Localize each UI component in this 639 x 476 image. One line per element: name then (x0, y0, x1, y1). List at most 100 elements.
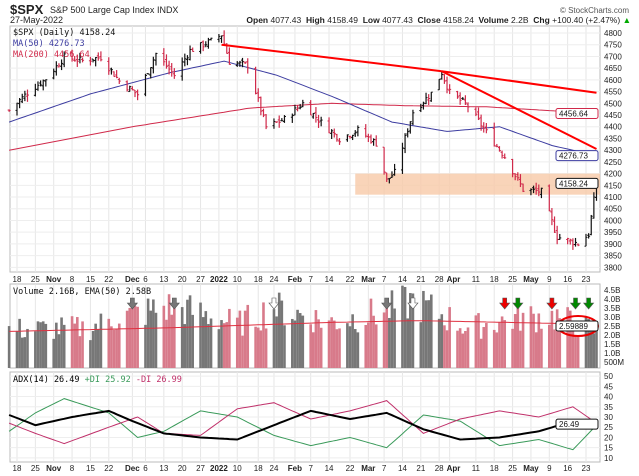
volume-bar (238, 310, 242, 368)
x-tick-label: Nov (46, 464, 62, 473)
volume-bar (448, 307, 451, 368)
volume-bar (403, 286, 407, 368)
volume-tick-label: 2.0B (604, 331, 620, 340)
volume-bar (146, 298, 150, 368)
volume-bar (149, 310, 153, 368)
volume-bar (353, 329, 357, 368)
y-tick-label: 4000 (604, 216, 622, 225)
volume-bar (351, 314, 354, 368)
ma50-line (8, 60, 597, 157)
volume-bar (314, 310, 318, 368)
volume-bar (369, 298, 373, 368)
volume-bar (419, 322, 423, 368)
volume-bar (57, 334, 61, 368)
volume-bar (529, 306, 533, 368)
volume-bar (356, 332, 360, 368)
volume-bar (540, 328, 543, 368)
volume-bar (388, 317, 391, 368)
volume-bar (516, 304, 520, 368)
open-label: Open (246, 15, 269, 25)
x-tick-label: Feb (288, 275, 302, 284)
volume-bar (222, 323, 226, 368)
x-tick-label: 7 (309, 275, 314, 284)
x-tick-label: 11 (472, 464, 481, 473)
x-tick-label: 24 (270, 464, 279, 473)
y-tick-label: 3850 (604, 252, 622, 261)
x-tick-label: 2022 (210, 464, 228, 473)
adx-tick-label: 10 (604, 454, 613, 463)
arrow-down-icon (569, 297, 582, 310)
volume-bar (243, 310, 247, 368)
volume-bar (464, 331, 467, 368)
volume-bar (293, 320, 297, 368)
y-tick-label: 4400 (604, 123, 622, 132)
volume-bar (372, 315, 375, 368)
volume-bar (264, 328, 268, 368)
volume-bar (534, 332, 538, 368)
volume-bar (201, 317, 205, 368)
volume-bar (34, 331, 37, 368)
x-tick-label: 18 (13, 275, 22, 284)
volume-tick-label: 1.0B (604, 349, 620, 358)
volume-bar (482, 327, 486, 368)
chg-label: Chg (533, 15, 550, 25)
volume-bar (592, 333, 596, 368)
x-tick-label: 22 (346, 275, 355, 284)
volume-bar (521, 312, 525, 368)
volume-bar (309, 324, 312, 368)
minus-di-line (8, 400, 597, 445)
low-label: Low (362, 15, 380, 25)
x-tick-label: 20 (178, 275, 187, 284)
price-legend: $SPX (Daily) 4158.24 (13, 28, 116, 38)
panel-frame (9, 25, 601, 273)
volume-bar (574, 335, 577, 368)
volume-bar (283, 325, 286, 368)
volume-bar (76, 317, 79, 368)
x-tick-label: 11 (472, 275, 481, 284)
volume-bar (332, 320, 336, 368)
x-tick-label: 21 (416, 275, 425, 284)
pdi-legend-value: +DI 25.92 (84, 375, 131, 385)
plus-di-line (8, 398, 597, 451)
volume-bar (537, 313, 541, 368)
volume-bar (15, 331, 19, 368)
adx-line (8, 409, 597, 441)
volume-bar (26, 328, 29, 368)
volume-bar (437, 318, 441, 368)
x-tick-label: Mar (361, 464, 375, 473)
x-tick-label: Dec (125, 464, 140, 473)
volume-bar (440, 314, 444, 368)
volume-bar (346, 323, 349, 368)
volume-bar (547, 324, 551, 368)
volume-bar (550, 310, 554, 368)
volume-bar (162, 305, 166, 368)
volume-bar (225, 322, 229, 368)
x-tick-label: 18 (490, 464, 499, 473)
x-tick-label: 9 (547, 275, 552, 284)
adx-tick-label: 25 (604, 423, 613, 432)
ma200-legend: MA(200) 4456.64 (13, 50, 90, 60)
x-tick-label: 10 (233, 464, 242, 473)
x-tick-label: 16 (563, 464, 572, 473)
volume-bar (503, 320, 507, 368)
volume-bar (52, 338, 56, 368)
volume-label: Volume (478, 15, 509, 25)
y-tick-label: 4650 (604, 64, 622, 73)
volume-bar (173, 298, 176, 368)
volume-bar (422, 290, 425, 368)
volume-bar (99, 313, 103, 368)
volume-bar (228, 308, 231, 368)
volume-bar (128, 307, 132, 368)
x-tick-label: 18 (13, 464, 22, 473)
x-tick-label: 18 (254, 275, 263, 284)
volume-bar (170, 314, 174, 368)
brand[interactable]: © StockCharts.com (559, 6, 629, 15)
volume-tick-label: 3.5B (604, 304, 620, 313)
volume-bar (62, 324, 66, 368)
arrow-down-icon (499, 297, 511, 310)
x-tick-label: 25 (508, 275, 517, 284)
volume-bar (235, 317, 239, 368)
adx-legend-value: ADX(14) 26.49 (13, 375, 80, 385)
volume-bar (466, 327, 470, 368)
